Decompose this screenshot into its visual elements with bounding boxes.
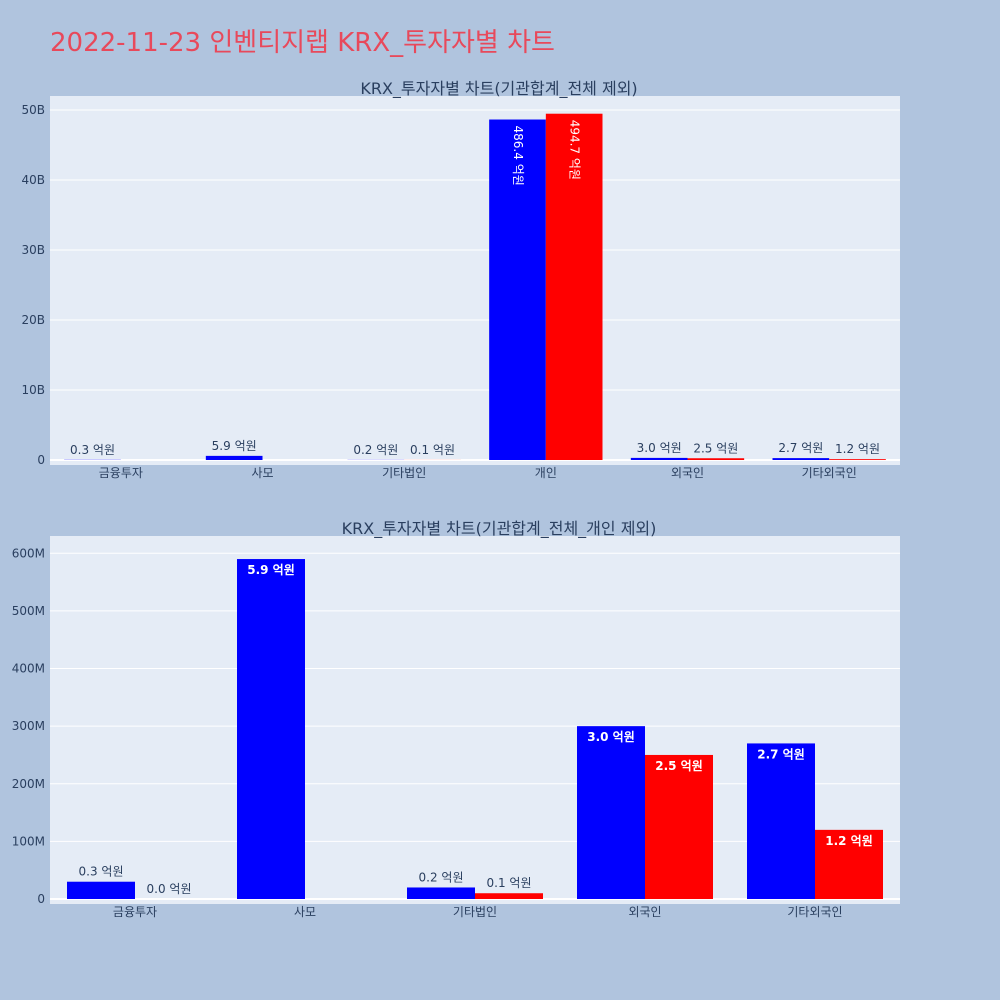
x-tick-label: 외국인 bbox=[628, 905, 661, 919]
y-tick-label: 20B bbox=[21, 313, 45, 327]
data-label: 486.4 억원 bbox=[511, 126, 525, 186]
x-tick-label: 기타법인 bbox=[453, 905, 497, 919]
y-tick-label: 500M bbox=[12, 604, 45, 618]
y-tick-label: 100M bbox=[12, 834, 45, 848]
x-tick-label: 기타외국인 bbox=[787, 905, 842, 919]
bar bbox=[475, 893, 543, 899]
bar bbox=[545, 113, 603, 461]
chart-title: KRX_투자자별 차트(기관합계_전체 제외) bbox=[360, 79, 637, 99]
y-tick-label: 30B bbox=[21, 243, 45, 257]
y-tick-label: 400M bbox=[12, 662, 45, 676]
data-label: 1.2 억원 bbox=[825, 834, 873, 848]
bar bbox=[205, 455, 263, 460]
y-tick-label: 40B bbox=[21, 173, 45, 187]
y-tick-label: 300M bbox=[12, 719, 45, 733]
bar bbox=[747, 743, 815, 899]
y-tick-label: 10B bbox=[21, 383, 45, 397]
x-tick-label: 금융투자 bbox=[99, 466, 143, 480]
bar bbox=[67, 881, 135, 899]
x-tick-label: 사모 bbox=[294, 905, 316, 919]
data-label: 494.7 억원 bbox=[568, 120, 582, 180]
plot-area bbox=[50, 96, 900, 465]
data-label: 0.1 억원 bbox=[410, 443, 455, 457]
y-tick-label: 200M bbox=[12, 777, 45, 791]
bar bbox=[772, 458, 830, 460]
data-label: 5.9 억원 bbox=[247, 563, 295, 577]
y-tick-label: 50B bbox=[21, 103, 45, 117]
data-label: 3.0 억원 bbox=[637, 441, 682, 455]
data-label: 2.5 억원 bbox=[693, 441, 738, 455]
data-label: 0.1 억원 bbox=[487, 876, 532, 890]
y-tick-label: 0 bbox=[37, 892, 45, 906]
y-tick-label: 600M bbox=[12, 546, 45, 560]
chart-2: KRX_투자자별 차트(기관합계_전체_개인 제외) 0 100M 200M 300M 4… bbox=[12, 519, 900, 919]
bar bbox=[577, 726, 645, 899]
page-title: 2022-11-23 인벤티지랩 KRX_투자자별 차트 bbox=[50, 28, 555, 58]
data-label: 0.3 억원 bbox=[79, 865, 124, 879]
bar bbox=[630, 457, 688, 460]
x-tick-label: 개인 bbox=[535, 466, 557, 480]
bar bbox=[829, 459, 886, 460]
chart-1: KRX_투자자별 차트(기관합계_전체 제외) 0 10B 20B 30B 40B 50B 금… bbox=[21, 79, 900, 480]
bar bbox=[407, 887, 475, 899]
x-tick-label: 사모 bbox=[251, 466, 273, 480]
data-label: 1.2 억원 bbox=[835, 442, 880, 456]
data-label: 5.9 억원 bbox=[212, 439, 257, 453]
x-tick-label: 기타법인 bbox=[382, 466, 426, 480]
data-label: 0.2 억원 bbox=[419, 870, 464, 884]
chart-title: KRX_투자자별 차트(기관합계_전체_개인 제외) bbox=[342, 519, 657, 539]
x-tick-label: 기타외국인 bbox=[802, 466, 857, 480]
bar bbox=[645, 754, 713, 899]
data-label: 0.0 억원 bbox=[147, 882, 192, 896]
x-tick-label: 외국인 bbox=[671, 466, 704, 480]
bar bbox=[687, 458, 745, 460]
y-tick-label: 0 bbox=[37, 453, 45, 467]
x-tick-label: 금융투자 bbox=[113, 905, 157, 919]
bar bbox=[237, 559, 305, 899]
bar bbox=[815, 829, 883, 899]
data-label: 2.7 억원 bbox=[757, 747, 805, 761]
data-label: 2.7 억원 bbox=[778, 441, 823, 455]
data-label: 0.3 억원 bbox=[70, 443, 115, 457]
data-label: 0.2 억원 bbox=[353, 443, 398, 457]
data-label: 3.0 억원 bbox=[587, 730, 635, 744]
data-label: 2.5 억원 bbox=[655, 759, 703, 773]
bar bbox=[489, 119, 546, 461]
